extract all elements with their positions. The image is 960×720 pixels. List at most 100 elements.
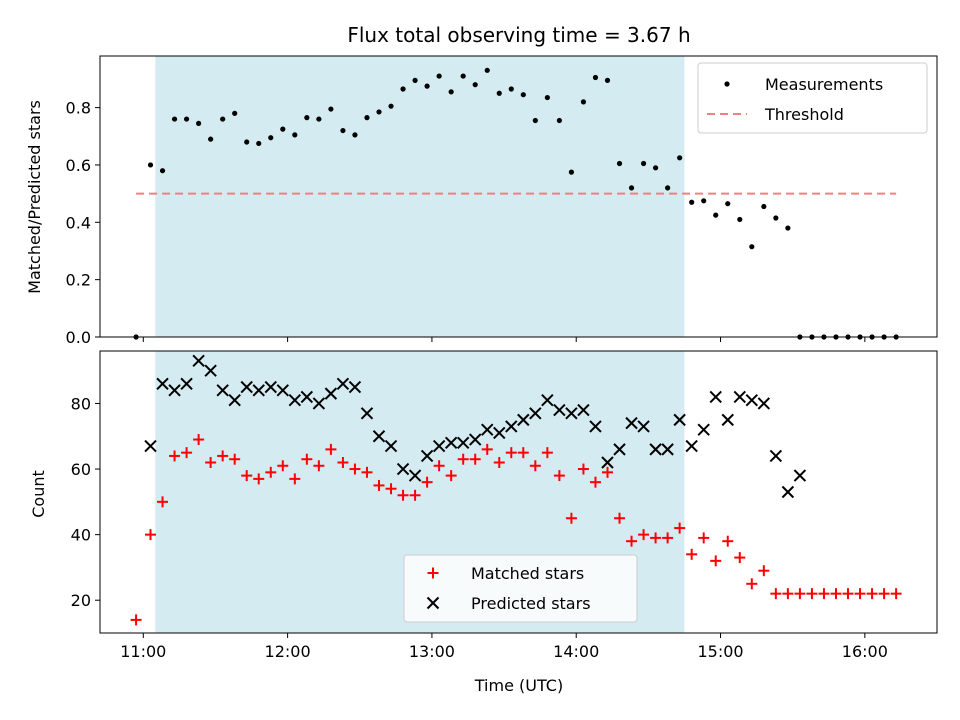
- predicted-star-point: [601, 456, 614, 469]
- x-stroke-2: [661, 443, 674, 456]
- matched-star-point: [698, 532, 710, 544]
- predicted-star-point: [288, 393, 302, 407]
- top-y-tick-label: 0.0: [66, 328, 91, 347]
- matched-star-point: [650, 532, 662, 544]
- measurement-point: [364, 115, 370, 121]
- matched-star-point: [181, 447, 193, 459]
- measurement-point: [280, 126, 286, 132]
- matched-star-point: [241, 470, 253, 482]
- predicted-star-point: [505, 420, 518, 433]
- measurement-point: [147, 162, 154, 168]
- x-stroke-2: [601, 456, 614, 469]
- x-stroke-2: [733, 390, 746, 404]
- x-stroke-2: [481, 423, 494, 436]
- top-axes-frame: [99, 55, 938, 338]
- measurement-point: [304, 115, 310, 121]
- measurement-point: [725, 201, 731, 207]
- measurement-point: [352, 132, 358, 138]
- predicted-star-point: [300, 390, 314, 404]
- top-y-tick-label: 0.6: [66, 156, 91, 175]
- predicted-star-point: [781, 485, 795, 499]
- matched-star-point: [229, 453, 241, 465]
- matched-star-point: [553, 470, 565, 482]
- legend-measurements-label: Measurements: [765, 75, 883, 94]
- x-stroke-2: [216, 384, 229, 397]
- x-stroke-2: [156, 377, 169, 390]
- matched-star-point: [157, 496, 169, 508]
- x-stroke-2: [721, 413, 734, 427]
- predicted-star-point: [517, 413, 530, 427]
- matched-star-point: [361, 466, 373, 478]
- matched-star-point: [758, 565, 770, 577]
- matched-star-point: [674, 522, 686, 534]
- x-stroke-2: [180, 377, 193, 390]
- matched-star-point: [130, 614, 142, 626]
- measurement-point: [256, 140, 262, 147]
- bottom-y-tick-label: 20: [71, 591, 91, 610]
- matched-star-point: [830, 588, 842, 600]
- measurement-point: [532, 117, 538, 124]
- measurement-point: [496, 90, 502, 96]
- matched-star-point: [145, 529, 157, 541]
- matched-star-point: [205, 456, 217, 468]
- x-stroke-2: [324, 387, 338, 400]
- measurement-point: [292, 132, 298, 138]
- matched-star-point: [686, 548, 698, 560]
- measurement-point: [604, 77, 611, 83]
- measurement-point: [340, 127, 346, 134]
- predicted-star-point: [553, 403, 566, 417]
- matched-star-point: [878, 588, 890, 600]
- measurement-point: [448, 89, 454, 95]
- measurement-point: [268, 135, 274, 141]
- predicted-star-point: [228, 393, 241, 407]
- predicted-star-point: [384, 439, 398, 453]
- x-stroke-2: [372, 430, 386, 443]
- x-stroke-2: [264, 380, 277, 394]
- matched-star-point: [505, 447, 517, 459]
- matched-star-point: [890, 588, 902, 600]
- matched-star-point: [710, 555, 722, 567]
- x-stroke-2: [493, 426, 506, 440]
- measurement-point: [508, 86, 514, 92]
- measurement-point: [328, 106, 334, 112]
- predicted-star-point: [649, 443, 662, 456]
- x-stroke-2: [276, 384, 290, 397]
- x-stroke-2: [745, 393, 759, 407]
- measurement-point: [412, 77, 418, 83]
- matched-star-point: [626, 535, 638, 547]
- matched-star-point: [601, 466, 613, 478]
- measurement-point: [472, 82, 478, 88]
- x-stroke-2: [697, 423, 710, 436]
- x-stroke-2: [336, 377, 350, 390]
- matched-star-point: [409, 489, 421, 501]
- bottom-panel: 20 40 60 80 11:00 12:00 13:00 14:00 15:00 16:00 Ma…: [71, 350, 938, 661]
- matched-star-point: [349, 463, 361, 475]
- predicted-star-point: [324, 387, 338, 400]
- x-stroke-2: [348, 380, 362, 394]
- measurement-point: [196, 120, 202, 126]
- x-stroke-2: [637, 420, 650, 433]
- matched-star-point: [289, 473, 301, 485]
- matched-star-point: [589, 476, 601, 488]
- matched-star-point: [217, 450, 229, 462]
- predicted-star-point: [721, 413, 734, 427]
- predicted-star-point: [336, 377, 350, 390]
- measurement-point: [677, 155, 683, 161]
- x-stroke-2: [444, 436, 458, 450]
- x-stroke-2: [649, 443, 662, 456]
- x-stroke-2: [432, 439, 446, 453]
- predicted-star-point: [156, 377, 169, 390]
- predicted-star-point: [264, 380, 277, 394]
- matched-star-point: [746, 578, 758, 590]
- measurement-point: [737, 216, 743, 223]
- matched-star-point: [469, 453, 481, 465]
- matched-star-point: [782, 588, 794, 600]
- predicted-star-point: [144, 439, 157, 453]
- predicted-star-point: [180, 377, 193, 390]
- matched-star-point: [854, 588, 866, 600]
- predicted-star-point: [408, 469, 422, 482]
- matched-star-point: [457, 453, 469, 465]
- matched-star-point: [517, 447, 529, 459]
- matched-star-point: [277, 460, 289, 472]
- legend-top: Measurements Threshold: [697, 62, 928, 134]
